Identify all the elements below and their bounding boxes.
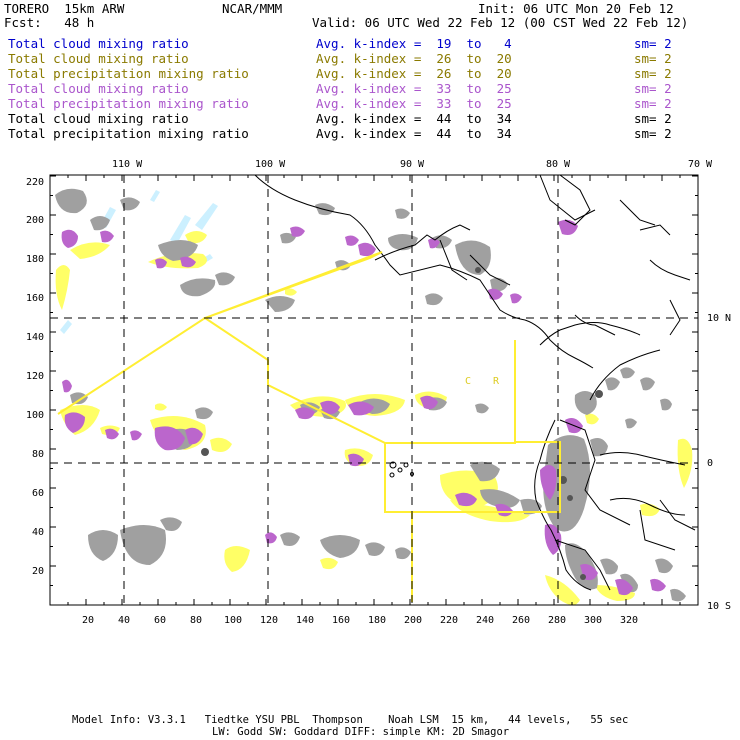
lat-lon-grid: [50, 175, 698, 605]
y-tick-label: 180: [26, 254, 45, 265]
legend-kindex: Avg. k-index = 26 to 20: [316, 66, 512, 81]
y-tick-label: 120: [26, 371, 45, 382]
legend-name: Total precipitation mixing ratio: [8, 126, 249, 141]
region-label: C: [465, 376, 472, 387]
legend-kindex: Avg. k-index = 19 to 4: [316, 36, 512, 51]
lon-label: 110 W: [112, 159, 143, 170]
model-info-line2: LW: Godd SW: Goddard DIFF: simple KM: 2D…: [212, 726, 510, 738]
legend-name: Total cloud mixing ratio: [8, 81, 189, 96]
lat-label: 10 N: [707, 313, 732, 324]
x-tick-label: 80: [190, 615, 203, 626]
legend-kindex: Avg. k-index = 44 to 34: [316, 111, 512, 126]
y-tick-label: 100: [26, 410, 45, 421]
center-name: NCAR/MMM: [222, 1, 283, 16]
x-tick-label: 280: [548, 615, 567, 626]
x-tick-label: 220: [440, 615, 459, 626]
y-tick-label: 60: [32, 488, 45, 499]
init-time: Init: 06 UTC Mon 20 Feb 12: [478, 1, 674, 16]
legend-kindex: Avg. k-index = 26 to 20: [316, 51, 512, 66]
legend-name: Total cloud mixing ratio: [8, 111, 189, 126]
lon-label: 100 W: [255, 159, 286, 170]
x-tick-label: 240: [476, 615, 495, 626]
model-title: TORERO 15km ARW: [4, 1, 125, 16]
tick-marks: [49, 175, 699, 606]
purple-cloud-fields: [61, 219, 666, 596]
coastlines: [254, 174, 696, 591]
lon-label: 80 W: [546, 159, 571, 170]
lat-label: 0: [707, 458, 714, 469]
y-tick-label: 140: [26, 332, 45, 343]
galapagos-islands: [389, 461, 414, 478]
legend-sm: sm= 2: [634, 126, 672, 141]
y-tick-label: 80: [32, 449, 45, 460]
x-tick-label: 120: [260, 615, 279, 626]
x-tick-label: 100: [224, 615, 243, 626]
region-label: R: [493, 376, 500, 387]
forecast-hour: Fcst: 48 h: [4, 15, 95, 30]
x-tick-label: 160: [332, 615, 351, 626]
x-tick-label: 260: [512, 615, 531, 626]
lon-label: 90 W: [400, 159, 425, 170]
x-tick-label: 320: [620, 615, 639, 626]
dark-cloud-cores: [201, 267, 603, 580]
lat-label: 10 S: [707, 601, 732, 612]
y-tick-label: 40: [32, 527, 45, 538]
legend-kindex: Avg. k-index = 33 to 25: [316, 96, 512, 111]
legend-kindex: Avg. k-index = 44 to 34: [316, 126, 512, 141]
x-tick-label: 300: [584, 615, 603, 626]
legend-sm: sm= 2: [634, 96, 672, 111]
y-tick-label: 20: [32, 566, 45, 577]
model-info-line1: Model Info: V3.3.1 Tiedtke YSU PBL Thomp…: [72, 714, 629, 726]
y-tick-label: 160: [26, 293, 45, 304]
y-tick-label: 220: [26, 177, 45, 188]
legend-sm: sm= 2: [634, 81, 672, 96]
legend-kindex: Avg. k-index = 33 to 25: [316, 81, 512, 96]
x-tick-label: 200: [404, 615, 423, 626]
legend-name: Total precipitation mixing ratio: [8, 66, 249, 81]
x-tick-label: 140: [296, 615, 315, 626]
x-tick-label: 40: [118, 615, 131, 626]
legend-sm: sm= 2: [634, 36, 672, 51]
legend-sm: sm= 2: [634, 51, 672, 66]
legend-name: Total cloud mixing ratio: [8, 51, 189, 66]
legend-name: Total cloud mixing ratio: [8, 36, 189, 51]
legend-name: Total precipitation mixing ratio: [8, 96, 249, 111]
x-tick-label: 20: [82, 615, 95, 626]
y-tick-label: 200: [26, 215, 45, 226]
lon-label: 70 W: [688, 159, 713, 170]
x-tick-label: 60: [154, 615, 167, 626]
valid-time: Valid: 06 UTC Wed 22 Feb 12 (00 CST Wed …: [312, 15, 689, 30]
legend-sm: sm= 2: [634, 66, 672, 81]
legend-sm: sm= 2: [634, 111, 672, 126]
x-tick-label: 180: [368, 615, 387, 626]
